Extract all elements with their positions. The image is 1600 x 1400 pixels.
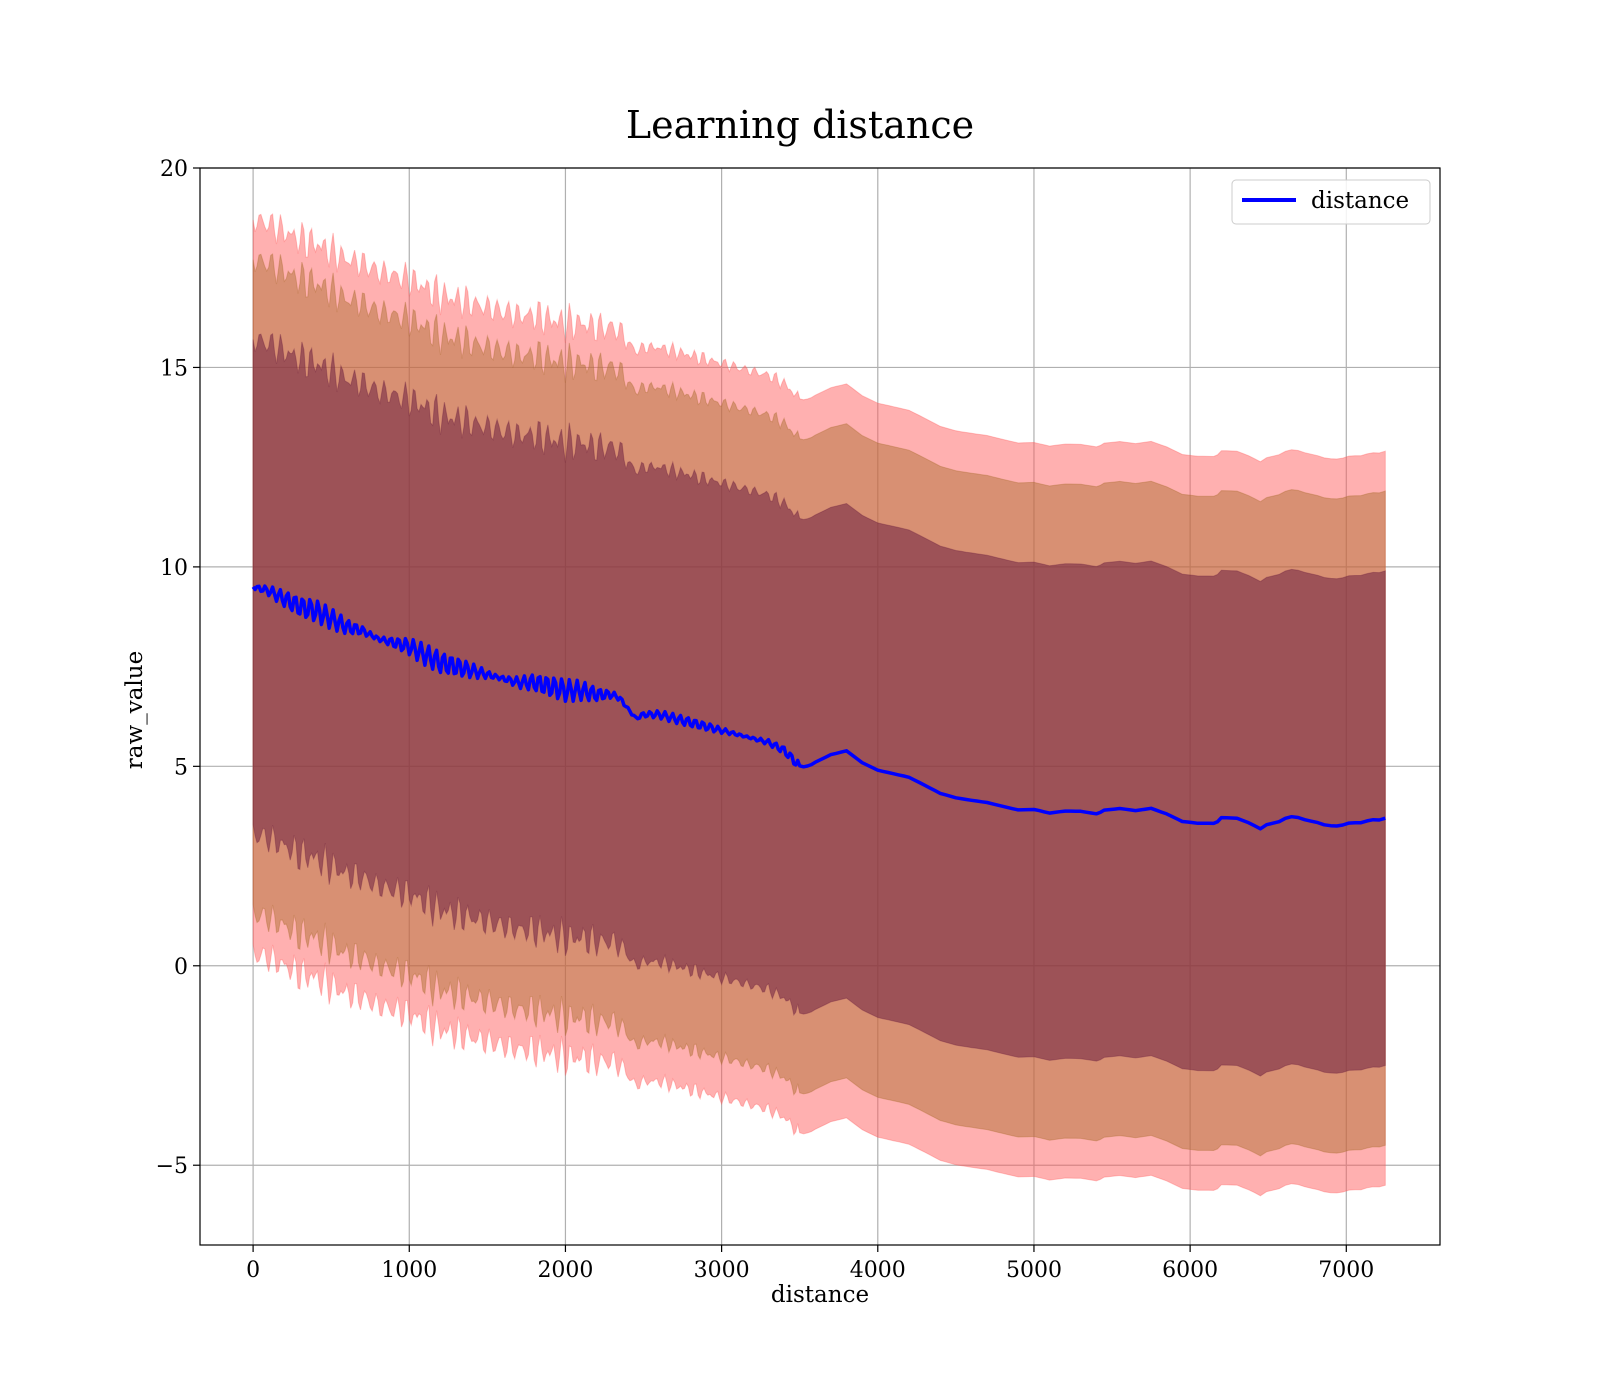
y-axis-label: raw_value [122,651,148,769]
legend-label-distance: distance [1311,188,1409,214]
x-tick-label: 3000 [694,1258,750,1283]
band--1-std [252,332,1386,1077]
legend-box [1231,179,1431,225]
series-lines [251,584,1386,831]
chart-title: Learning distance [626,103,974,147]
series-line-distance [251,584,1386,831]
y-tick-label: 15 [160,356,188,381]
x-tick-label: 0 [246,1258,260,1283]
y-tick-label: −5 [156,1154,188,1179]
y-axis-ticks: −5 0 5 10 15 20 [156,157,200,1179]
confidence-bands [252,213,1386,1197]
legend: distance [1231,179,1431,225]
x-tick-label: 4000 [850,1258,906,1283]
x-tick-label: 7000 [1318,1258,1374,1283]
x-axis-ticks: 0 1000 2000 3000 4000 5000 6000 7000 [246,1245,1374,1283]
plot-frame [199,167,1441,1246]
x-axis-label: distance [771,1282,869,1308]
x-tick-label: 6000 [1162,1258,1218,1283]
x-tick-label: 2000 [537,1258,593,1283]
x-tick-label: 5000 [1006,1258,1062,1283]
y-tick-label: 0 [174,955,188,980]
y-tick-label: 20 [160,157,188,182]
y-tick-label: 10 [160,556,188,581]
x-tick-label: 1000 [381,1258,437,1283]
y-tick-label: 5 [174,755,188,780]
